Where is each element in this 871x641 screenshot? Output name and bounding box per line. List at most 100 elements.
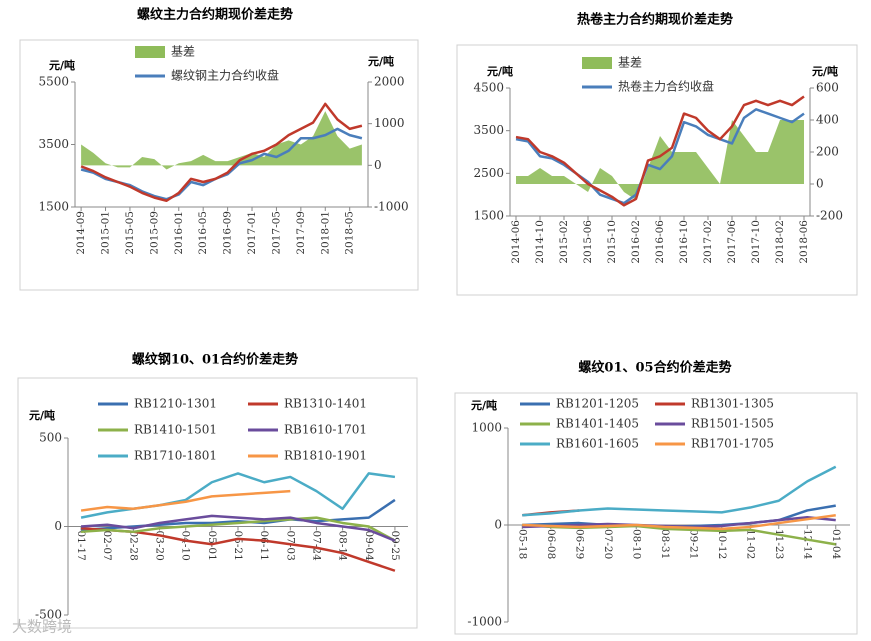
y2-tick-label: 1000 <box>374 116 405 130</box>
chart-title: 螺纹01、05合约价差走势 <box>578 360 731 376</box>
y-tick-label: 0 <box>494 518 502 532</box>
y-tick-label: 5500 <box>38 75 69 89</box>
y-tick-label: -1000 <box>467 615 502 629</box>
line-series <box>522 514 836 531</box>
y2-tick-label: 200 <box>816 145 839 159</box>
y-tick-label: 1500 <box>473 209 504 223</box>
x-tick-label: 2016-05 <box>197 211 209 255</box>
line-series <box>515 108 805 205</box>
line-series <box>80 498 396 532</box>
legend-label: 基差 <box>618 56 642 70</box>
x-tick-label: 2015-06 <box>582 220 594 264</box>
x-tick-label: 06-11 <box>258 531 270 561</box>
y-axis-unit: 元/吨 <box>29 408 55 422</box>
x-tick-label: 09-25 <box>389 531 401 561</box>
x-tick-label: 01-17 <box>75 531 87 561</box>
line-series <box>80 489 291 512</box>
x-tick-label: 06-08 <box>545 529 557 559</box>
legend-label: 热卷主力合约收盘 <box>618 79 714 94</box>
x-tick-label: 08-31 <box>659 529 671 559</box>
x-tick-label: 08-14 <box>337 531 349 562</box>
x-tick-label: 04-10 <box>180 531 192 561</box>
chart-frame <box>456 44 858 296</box>
x-tick-label: 07-24 <box>310 531 322 562</box>
x-tick-label: 2018-06 <box>798 220 810 264</box>
y2-axis-unit: 元/吨 <box>812 64 838 78</box>
y-tick-label: 3500 <box>38 137 69 151</box>
line-series <box>522 465 837 517</box>
x-tick-label: 2015-02 <box>558 220 570 264</box>
y2-tick-label: 600 <box>816 81 839 95</box>
y2-tick-label: 400 <box>816 113 839 127</box>
x-tick-label: 11-23 <box>773 529 785 559</box>
legend-label: RB1601-1605 <box>556 437 639 451</box>
legend-label: 基差 <box>171 45 195 59</box>
chart-frame <box>17 377 418 629</box>
legend-swatch <box>582 57 612 69</box>
x-tick-label: 02-07 <box>101 531 113 561</box>
x-tick-label: 11-02 <box>744 529 756 559</box>
legend-label: RB1610-1701 <box>284 423 367 437</box>
x-tick-label: 2017-09 <box>295 211 307 255</box>
x-tick-label: 2016-06 <box>654 220 666 264</box>
y2-tick-label: 2000 <box>374 75 405 89</box>
x-tick-label: 05-01 <box>206 531 218 561</box>
line-series <box>80 514 396 542</box>
legend-label: RB1310-1401 <box>284 397 367 411</box>
x-tick-label: 2015-10 <box>606 220 618 264</box>
x-tick-label: 2014-06 <box>510 220 522 264</box>
x-tick-label: 06-29 <box>573 529 585 559</box>
x-tick-label: 2016-09 <box>222 211 234 255</box>
y-tick-label: 500 <box>39 431 62 445</box>
x-tick-label: 2014-09 <box>75 211 87 255</box>
legend-label: RB1710-1801 <box>134 449 217 463</box>
x-tick-label: 07-20 <box>602 529 614 559</box>
chart-title: 螺纹主力合约期现价差走势 <box>137 7 293 23</box>
legend-label: RB1210-1301 <box>134 397 217 411</box>
watermark: 大数跨境 <box>12 618 72 636</box>
x-tick-label: 2016-01 <box>173 211 185 255</box>
y2-tick-label: 0 <box>374 158 382 172</box>
legend-swatch <box>135 46 165 58</box>
legend-label: RB1501-1505 <box>691 417 774 431</box>
legend-label: 螺纹钢主力合约收盘 <box>171 68 279 83</box>
x-tick-label: 2015-01 <box>100 211 112 255</box>
x-tick-label: 2016-02 <box>630 220 642 264</box>
x-tick-label: 07-03 <box>284 531 296 561</box>
y-axis-unit: 元/吨 <box>471 398 497 412</box>
line-series <box>80 516 396 542</box>
line-series <box>80 102 363 202</box>
chart-frame <box>19 39 419 291</box>
x-tick-label: 2018-02 <box>774 220 786 264</box>
x-tick-label: 05-18 <box>516 529 528 559</box>
x-tick-label: 2017-06 <box>726 220 738 264</box>
x-tick-label: 2017-05 <box>270 211 282 255</box>
y-axis-unit: 元/吨 <box>49 58 75 72</box>
y-tick-label: 4500 <box>473 81 504 95</box>
chart-title: 螺纹钢10、01合约价差走势 <box>132 352 298 368</box>
y-tick-label: 1500 <box>38 200 69 214</box>
line-series <box>515 95 805 207</box>
y2-axis-unit: 元/吨 <box>368 54 394 68</box>
x-tick-label: 2016-10 <box>678 220 690 264</box>
legend-label: RB1301-1305 <box>691 397 774 411</box>
x-tick-label: 2014-10 <box>534 220 546 264</box>
y-tick-label: 1000 <box>471 421 502 435</box>
y-tick-label: 0 <box>54 519 62 533</box>
x-tick-label: 2018-05 <box>344 211 356 255</box>
y-tick-label: -500 <box>35 608 62 622</box>
x-tick-label: 12-14 <box>801 529 813 560</box>
legend-label: RB1810-1901 <box>284 449 367 463</box>
y-tick-label: 2500 <box>473 166 504 180</box>
x-tick-label: 02-28 <box>127 531 139 561</box>
y-tick-label: 3500 <box>473 123 504 137</box>
x-tick-label: 09-04 <box>363 531 375 562</box>
legend-label: RB1401-1405 <box>556 417 639 431</box>
x-tick-label: 10-12 <box>716 529 728 559</box>
x-tick-label: 05-21 <box>232 531 244 561</box>
x-tick-label: 2017-10 <box>750 220 762 264</box>
chart-title: 热卷主力合约期现价差走势 <box>577 12 733 28</box>
y2-tick-label: 0 <box>816 177 824 191</box>
x-tick-label: 2017-02 <box>702 220 714 264</box>
y2-tick-label: -1000 <box>374 200 409 214</box>
